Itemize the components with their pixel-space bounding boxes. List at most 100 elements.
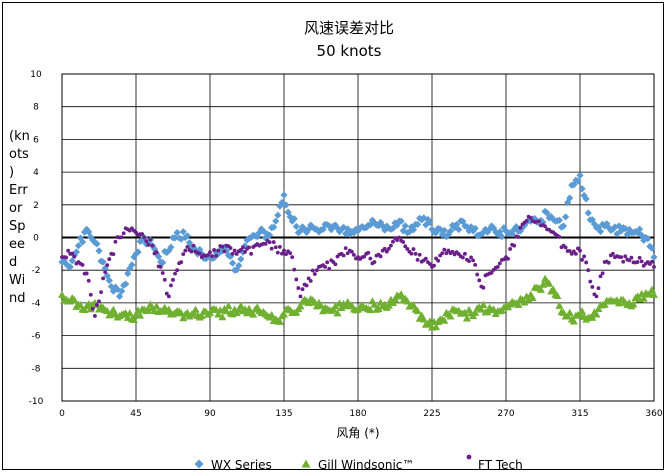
series-fill-marker	[377, 218, 385, 227]
data-point	[446, 248, 451, 253]
legend-label: FT Tech	[478, 458, 523, 470]
series-fill-marker	[490, 224, 498, 232]
series-fill-marker	[351, 252, 356, 257]
series-fill-marker	[584, 260, 589, 265]
series-fill-marker	[489, 270, 494, 275]
data-point	[183, 248, 188, 253]
series-fill-marker	[440, 316, 449, 324]
series-fill-marker	[481, 285, 486, 290]
series-fill-marker	[144, 239, 149, 244]
series-fill-marker	[639, 294, 648, 302]
series-fill-marker	[107, 257, 112, 262]
series-fill-marker	[555, 216, 564, 224]
series-fill-marker	[113, 239, 118, 244]
data-point	[249, 251, 254, 256]
series-fill-marker	[66, 248, 71, 253]
legend-item[interactable]: WX Series	[194, 458, 272, 470]
series-fill-marker	[290, 215, 298, 223]
x-tick-label: 45	[130, 409, 141, 419]
series-fill-marker	[356, 224, 364, 232]
data-point	[232, 248, 237, 253]
series-fill-marker	[95, 303, 99, 307]
series-fill-marker	[181, 252, 186, 257]
data-point	[107, 282, 115, 291]
data-point	[304, 298, 313, 307]
data-point	[576, 171, 584, 179]
series-fill-marker	[366, 250, 371, 255]
data-point	[191, 243, 196, 248]
series-fill-marker	[440, 251, 445, 256]
data-point	[323, 265, 328, 269]
series-fill-marker	[140, 232, 145, 236]
series-fill-marker	[518, 225, 523, 230]
legend-item[interactable]: FT Tech	[466, 454, 523, 470]
data-point	[650, 290, 658, 298]
series-fill-marker	[623, 230, 631, 238]
series-fill-marker	[413, 306, 422, 315]
data-point	[471, 258, 476, 263]
series-fill-marker	[238, 247, 243, 252]
series-fill-marker	[582, 195, 590, 203]
chart-title: 风速误差对比	[304, 19, 394, 37]
series-fill-marker	[294, 277, 299, 282]
series-fill-marker	[623, 254, 628, 259]
data-point	[290, 255, 295, 260]
series-fill-marker	[171, 234, 179, 242]
series-fill-marker	[397, 290, 406, 298]
series-fill-marker	[432, 263, 436, 268]
series-fill-marker	[424, 215, 432, 224]
series-fill-marker	[650, 259, 654, 264]
data-point	[313, 225, 321, 233]
data-point	[592, 310, 601, 318]
series-fill-marker	[417, 252, 422, 257]
series-fill-marker	[393, 221, 401, 229]
series-fill-marker	[508, 230, 516, 238]
series-fill-marker	[296, 286, 301, 290]
series-fill-marker	[310, 268, 315, 273]
series-fill-marker	[70, 251, 75, 256]
data-point	[175, 268, 180, 273]
series-fill-marker	[475, 272, 480, 277]
x-tick-label: 270	[497, 409, 514, 419]
series-fill-marker	[118, 287, 126, 295]
legend-item[interactable]: Gill Windsonic™	[301, 458, 415, 470]
series-fill-marker	[267, 240, 272, 245]
series-fill-marker	[414, 220, 422, 229]
series-fill-marker	[553, 291, 562, 299]
legend[interactable]: WX Series Gill Windsonic™ FT Tech	[194, 454, 523, 470]
series-fill-marker	[350, 229, 358, 237]
series-fill-marker	[448, 221, 457, 229]
series-fill-marker	[524, 218, 529, 223]
series-fill-marker	[173, 271, 177, 276]
series-fill-marker	[590, 285, 595, 289]
series-fill-marker	[294, 229, 302, 237]
x-tick-label: 90	[204, 409, 216, 419]
series-fill-marker	[126, 264, 134, 272]
legend-marker	[466, 454, 472, 460]
series-fill-marker	[432, 228, 440, 237]
series-fill-marker	[606, 260, 611, 265]
series-fill-marker	[536, 285, 545, 293]
y-tick-label: -8	[32, 364, 41, 374]
series-fill-marker	[99, 290, 103, 295]
series-fill-marker	[426, 218, 434, 227]
series-fill-marker	[276, 202, 284, 210]
series-fill-marker	[384, 301, 393, 309]
series-fill-marker	[234, 252, 239, 256]
series-fill-marker	[286, 213, 294, 221]
series-fill-marker	[159, 259, 167, 267]
y-tick-label: 4	[33, 168, 39, 178]
series-fill-marker	[341, 253, 346, 258]
series-fill-marker	[179, 314, 188, 322]
data-point	[594, 294, 599, 299]
data-point	[512, 243, 517, 248]
series-fill-marker	[471, 308, 480, 316]
data-point	[216, 248, 221, 253]
series-fill-marker	[637, 255, 642, 260]
series-fill-marker	[539, 280, 547, 288]
series-fill-marker	[333, 309, 342, 317]
series-fill-marker	[331, 302, 340, 310]
series-fill-marker	[271, 240, 276, 245]
series-fill-marker	[275, 250, 280, 255]
series-fill-marker	[122, 280, 130, 288]
